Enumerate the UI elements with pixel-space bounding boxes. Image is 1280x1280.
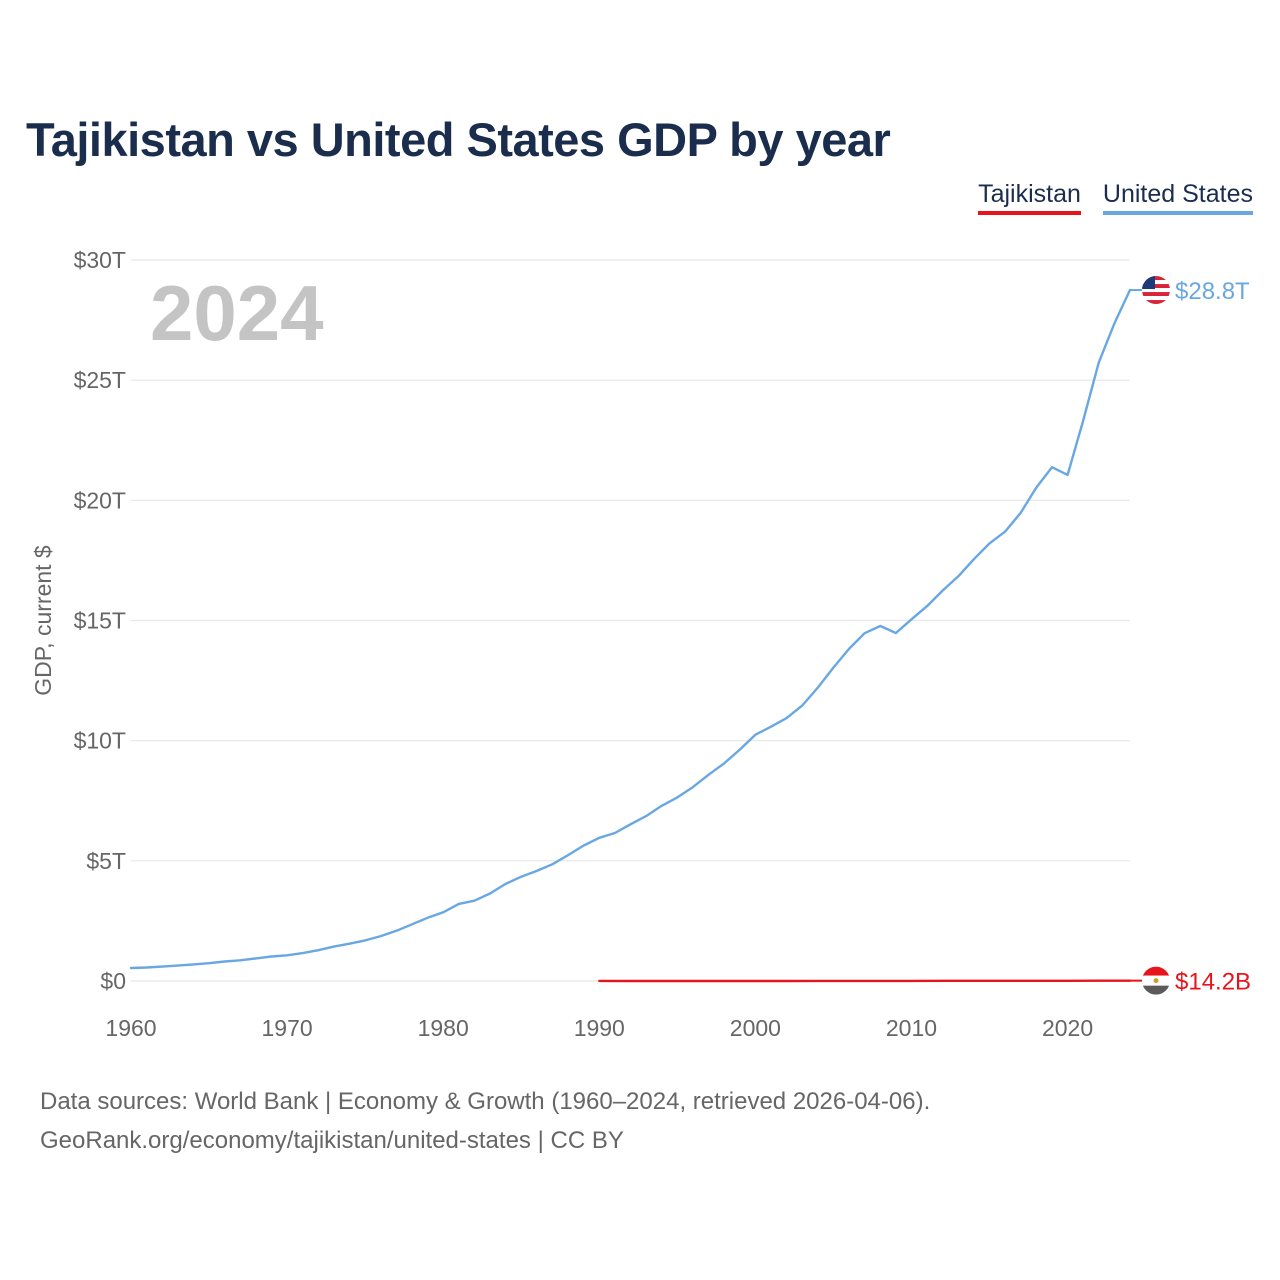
y-tick-label: $5T — [86, 848, 126, 874]
x-tick-label: 1990 — [574, 1015, 625, 1041]
source-url: GeoRank.org/economy/tajikistan/united-st… — [40, 1127, 624, 1154]
footer: Data sources: World Bank | Economy & Gro… — [40, 1082, 930, 1160]
tj-end-value-label: $14.2B — [1175, 969, 1251, 996]
y-tick-label: $30T — [74, 247, 126, 273]
legend-item-united-states[interactable]: United States — [1102, 180, 1253, 215]
x-tick-label: 2020 — [1042, 1015, 1093, 1041]
tajikistan-flag-icon — [1142, 966, 1170, 995]
x-tick-label: 2000 — [730, 1015, 781, 1041]
year-watermark: 2024 — [150, 269, 324, 357]
y-axis-label: GDP, current $ — [30, 545, 56, 696]
y-tick-label: $20T — [74, 487, 126, 513]
data-source-note: Data sources: World Bank | Economy & Gro… — [40, 1088, 931, 1115]
chart-legend: Tajikistan United States — [978, 180, 1253, 215]
x-tick-label: 1970 — [262, 1015, 313, 1041]
legend-item-tajikistan[interactable]: Tajikistan — [978, 180, 1081, 215]
x-tick-label: 1960 — [105, 1015, 156, 1041]
x-tick-label: 1980 — [418, 1015, 469, 1041]
page-title: Tajikistan vs United States GDP by year — [26, 113, 891, 166]
y-tick-label: $15T — [74, 608, 126, 634]
us-end-value-label: $28.8T — [1175, 278, 1250, 305]
y-tick-label: $10T — [74, 728, 126, 754]
x-tick-label: 2010 — [886, 1015, 937, 1041]
y-tick-label: $25T — [74, 367, 126, 393]
us-flag-icon — [1142, 276, 1170, 305]
y-tick-label: $0 — [100, 968, 126, 994]
series-line-united-states — [129, 288, 1132, 970]
